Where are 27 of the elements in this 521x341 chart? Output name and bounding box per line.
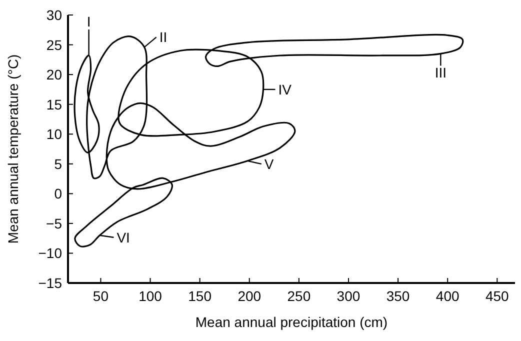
- x-tick-label: 350: [386, 288, 410, 304]
- x-axis-title: Mean annual precipitation (cm): [195, 314, 388, 330]
- x-tick-label: 400: [436, 288, 460, 304]
- y-tick-label: −5: [46, 215, 62, 232]
- y-tick-label: −15: [38, 275, 62, 291]
- annotation: III: [434, 64, 446, 81]
- y-tick-label: 20: [46, 66, 62, 83]
- annotation: VI: [116, 229, 130, 246]
- y-tick-label: 0: [54, 186, 62, 202]
- x-tick-label: 150: [188, 288, 212, 304]
- annotation: II: [159, 29, 168, 46]
- x-tick-label: 100: [138, 288, 162, 304]
- y-axis-title: Mean annual temperature (°C): [5, 54, 21, 244]
- y-tick-label: 15: [46, 96, 62, 112]
- x-tick-label: 450: [485, 288, 510, 304]
- x-tick-label: 50: [92, 288, 109, 304]
- annotation: I: [86, 14, 91, 30]
- y-tick-label: 25: [46, 36, 62, 53]
- x-tick-label: 300: [336, 288, 360, 304]
- annotation: V: [264, 156, 274, 172]
- y-tick-label: 10: [46, 126, 62, 142]
- x-tick-label: 250: [287, 288, 311, 304]
- x-tick-label: 200: [238, 288, 262, 304]
- y-tick-label: 5: [54, 156, 62, 172]
- y-tick-label: −10: [38, 245, 62, 262]
- annotation: IV: [278, 81, 292, 98]
- y-tick-label: 30: [46, 7, 62, 23]
